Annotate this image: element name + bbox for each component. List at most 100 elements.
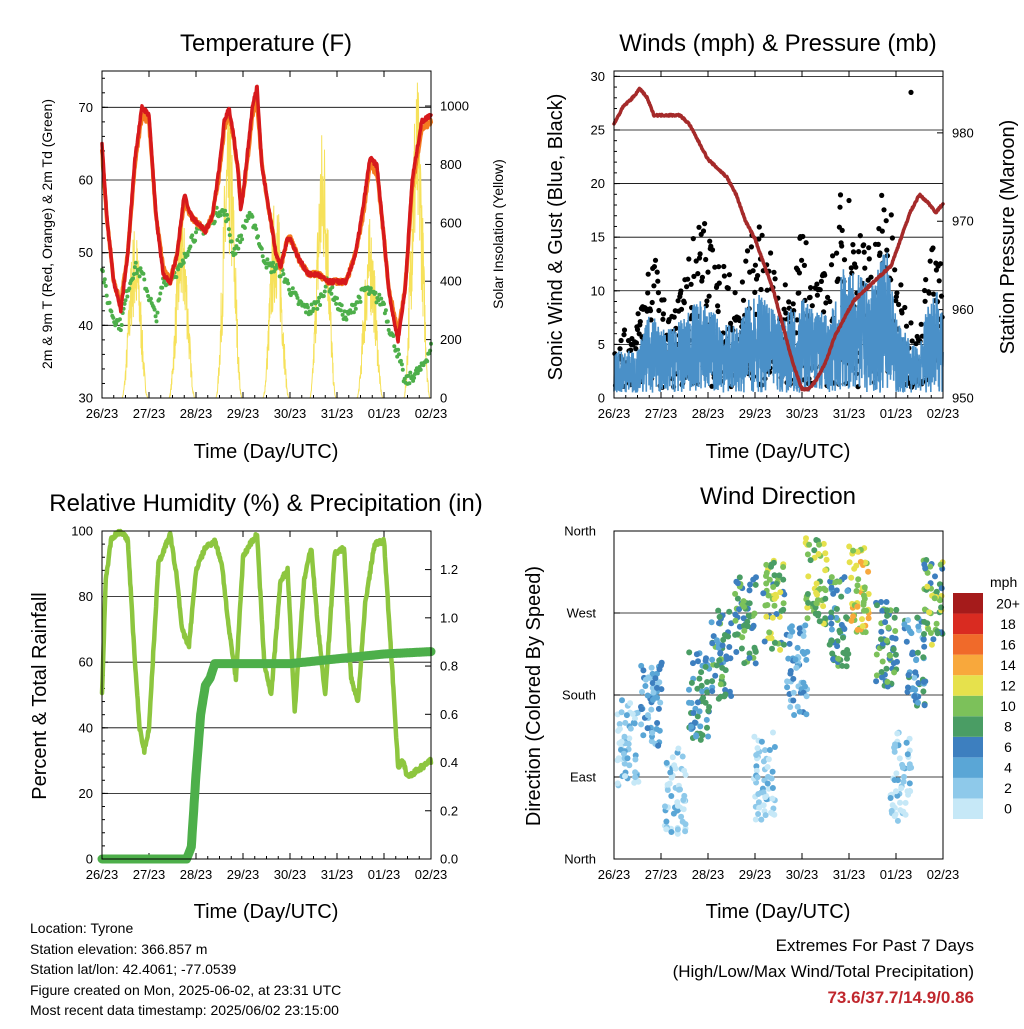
direction-point — [709, 640, 716, 647]
direction-point — [931, 595, 938, 602]
direction-point — [732, 590, 739, 597]
elevation-text: Station elevation: 366.857 m — [30, 940, 208, 957]
direction-point — [832, 579, 839, 586]
direction-point — [644, 712, 651, 719]
direction-point — [667, 769, 674, 776]
gust-point — [618, 337, 624, 344]
y2-tick-label: 800 — [440, 157, 462, 172]
dewpoint-point — [392, 344, 397, 349]
dewpoint-point — [315, 306, 320, 311]
direction-point — [766, 576, 773, 583]
y-tick-label: 60 — [79, 173, 93, 188]
direction-point — [804, 615, 811, 622]
dewpoint-point — [137, 274, 142, 279]
colorbar-tick-label: 16 — [1000, 636, 1016, 652]
direction-point — [771, 595, 778, 602]
gust-point — [827, 298, 833, 305]
direction-point — [790, 675, 797, 682]
dewpoint-point — [109, 309, 114, 314]
gust-point — [703, 256, 709, 263]
direction-point — [650, 696, 656, 703]
gust-point — [796, 290, 802, 296]
dewpoint-point — [278, 274, 283, 279]
dewpoint-point — [373, 290, 378, 295]
x-tick-label: 01/23 — [368, 867, 401, 882]
direction-point — [644, 725, 651, 732]
dewpoint-point — [398, 358, 403, 363]
dewpoint-point — [263, 261, 268, 266]
location-text: Location: Tyrone — [30, 920, 134, 936]
direction-point — [903, 739, 910, 746]
direction-point — [722, 691, 729, 698]
plot-frame — [613, 530, 944, 860]
direction-point — [631, 779, 638, 786]
humidity-title: Relative Humidity (%) & Precipitation (i… — [49, 490, 482, 517]
direction-point — [756, 804, 763, 811]
gust-point — [837, 192, 844, 198]
direction-point — [878, 669, 885, 675]
direction-point — [769, 768, 776, 775]
humidity-ylabel: Percent & Total Rainfall — [29, 592, 51, 800]
x-tick-label: 01/23 — [880, 867, 913, 882]
y-tick-label: 10 — [591, 283, 605, 298]
gust-point — [856, 249, 862, 255]
dewpoint-point — [119, 323, 124, 327]
direction-point — [921, 643, 928, 650]
gust-point — [877, 250, 883, 256]
direction-point — [715, 607, 722, 614]
dewpoint-point — [127, 286, 132, 291]
direction-point — [801, 650, 808, 657]
direction-point — [894, 817, 901, 824]
direction-point — [842, 650, 849, 657]
gust-point — [648, 317, 654, 323]
direction-point — [838, 593, 845, 600]
direction-point — [763, 613, 770, 620]
direction-point — [863, 607, 870, 614]
gust-point — [835, 276, 841, 282]
direction-point — [815, 610, 822, 617]
gust-point — [725, 285, 731, 291]
direction-point — [816, 585, 823, 592]
direction-point — [884, 612, 891, 619]
dewpoint-point — [265, 257, 270, 262]
direction-point — [927, 630, 934, 636]
direction-point — [657, 699, 664, 706]
gust-point — [732, 290, 738, 296]
direction-point — [688, 679, 695, 686]
y-tick-label: 20 — [591, 176, 605, 191]
y-tick-label: 30 — [591, 69, 605, 84]
gust-point — [909, 338, 915, 344]
direction-point — [770, 584, 777, 590]
direction-point — [865, 591, 872, 597]
y2-tick-label: 0.0 — [440, 852, 458, 867]
direction-point — [823, 556, 830, 563]
direction-point — [828, 626, 835, 633]
direction-point — [784, 684, 791, 691]
direction-point — [796, 625, 803, 632]
x-tick-label: 30/23 — [274, 867, 307, 882]
direction-point — [754, 774, 761, 781]
colorbar-swatch — [953, 654, 983, 676]
direction-point — [750, 622, 757, 629]
humidity-line — [99, 528, 434, 779]
dewpoint-point — [158, 291, 163, 296]
direction-point — [804, 591, 811, 597]
dewpoint-point — [181, 260, 186, 265]
direction-point — [878, 599, 885, 605]
direction-point — [663, 818, 670, 825]
dewpoint-point — [330, 285, 335, 290]
gust-point — [750, 268, 756, 274]
direction-point — [747, 581, 754, 588]
gust-point — [748, 244, 755, 250]
direction-point — [830, 590, 837, 597]
direction-point — [891, 813, 898, 820]
direction-point — [622, 773, 628, 780]
gust-point — [695, 271, 701, 277]
direction-point — [786, 640, 793, 647]
y2-tick-label: 980 — [952, 125, 974, 140]
direction-point — [879, 658, 886, 665]
direction-point — [815, 551, 822, 557]
gust-point — [637, 319, 643, 325]
direction-point — [793, 664, 800, 671]
gust-point — [675, 298, 681, 304]
